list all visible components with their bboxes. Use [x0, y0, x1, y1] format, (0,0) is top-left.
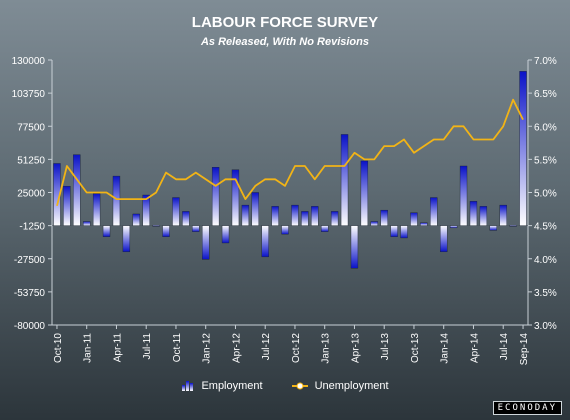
employment-bar [499, 204, 507, 226]
y-left-tick-label: 103750 [12, 89, 46, 100]
y-right-tick-label: 7.0% [534, 56, 557, 67]
employment-bar [410, 212, 418, 226]
y-left-tick-label: -27500 [14, 255, 46, 266]
x-tick-label: Apr-11 [112, 333, 123, 363]
employment-bar [509, 225, 517, 227]
y-left-tick-label: 130000 [12, 56, 46, 67]
employment-bar [261, 225, 269, 258]
employment-bar [440, 225, 448, 253]
x-tick-label: Oct-10 [53, 333, 64, 363]
employment-bar [152, 225, 160, 227]
employment-bar [211, 167, 220, 226]
employment-bar [182, 211, 190, 226]
employment-bar [83, 221, 91, 226]
x-tick-label: Apr-12 [231, 333, 242, 363]
x-tick-label: Oct-13 [410, 333, 421, 363]
employment-bar [241, 204, 250, 226]
employment-bar [380, 209, 388, 226]
employment-bar [202, 225, 210, 260]
x-tick-label: Oct-12 [291, 333, 302, 363]
employment-bar [311, 206, 319, 226]
employment-bar [420, 222, 428, 226]
employment-bar [63, 185, 71, 226]
legend-item-unemployment[interactable]: Unemployment [291, 380, 389, 392]
x-tick-label: Jan-13 [321, 333, 332, 364]
y-right-tick-label: 6.0% [534, 122, 557, 133]
employment-bar [162, 225, 170, 237]
employment-bar [360, 160, 369, 226]
x-tick-label: Apr-13 [350, 333, 361, 363]
unemployment-swatch-icon [291, 382, 308, 390]
employment-bar [489, 225, 497, 231]
x-tick-label: Jul-12 [261, 333, 272, 361]
employment-bar [132, 213, 140, 226]
x-tick-label: Apr-14 [469, 333, 480, 363]
y-right-tick-label: 5.5% [534, 155, 557, 166]
employment-bar [142, 194, 150, 226]
chart-title: LABOUR FORCE SURVEY [191, 14, 379, 31]
unemployment-line [56, 98, 524, 207]
employment-bar [301, 211, 309, 226]
y-right-tick-label: 4.0% [534, 255, 557, 266]
employment-bar [102, 225, 111, 237]
y-left-tick-label: -1250 [19, 222, 45, 233]
employment-bar [400, 225, 408, 239]
employment-bar [321, 225, 329, 232]
y-left-tick-label: 25000 [17, 189, 45, 200]
employment-bar [449, 225, 458, 229]
employment-bar [350, 225, 359, 269]
x-tick-label: Jul-13 [380, 333, 391, 361]
y-left-tick-label: 77500 [17, 122, 45, 133]
employment-bar [469, 201, 478, 226]
employment-bar [330, 211, 339, 226]
x-tick-label: Jul-11 [142, 333, 153, 360]
brand-badge: ECONODAY [492, 401, 562, 415]
x-tick-label: Jul-14 [499, 333, 510, 361]
x-tick-label: Jan-12 [202, 333, 213, 364]
y-right-tick-label: 5.0% [534, 189, 557, 200]
employment-bar [390, 225, 398, 237]
y-left-tick-label: -80000 [14, 321, 46, 332]
employment-bar [519, 71, 527, 226]
x-tick-label: Oct-11 [172, 333, 183, 363]
employment-bar [340, 134, 349, 226]
employment-bar [479, 206, 488, 226]
employment-bar [459, 165, 468, 226]
legend-item-employment[interactable]: Employment [181, 380, 263, 392]
employment-bar [122, 225, 131, 253]
employment-bar [271, 206, 279, 226]
employment-bar [221, 225, 230, 244]
y-right-tick-label: 4.5% [534, 222, 557, 233]
x-tick-label: Jan-14 [440, 333, 451, 364]
employment-bar [291, 204, 299, 226]
y-left-tick-label: -53750 [14, 288, 46, 299]
legend-label-employment: Employment [201, 380, 263, 392]
employment-bar [172, 197, 180, 226]
employment-bar [73, 154, 81, 226]
y-right-tick-label: 3.0% [534, 321, 557, 332]
x-tick-label: Sep-14 [519, 333, 530, 366]
employment-bar [370, 221, 378, 226]
employment-bar [430, 197, 438, 226]
employment-bar [231, 169, 240, 226]
employment-bar [281, 225, 289, 235]
employment-bar [192, 225, 200, 232]
employment-bar [112, 175, 121, 226]
employment-bar [92, 193, 101, 226]
x-tick-label: Jan-11 [83, 333, 94, 363]
y-right-tick-label: 3.5% [534, 288, 557, 299]
y-right-tick-label: 6.5% [534, 89, 557, 100]
y-left-tick-label: 51250 [17, 155, 45, 166]
legend: Employment Unemployment [0, 380, 570, 392]
employment-bar [251, 192, 259, 226]
legend-label-unemployment: Unemployment [314, 380, 389, 392]
chart-subtitle: As Released, With No Revisions [200, 36, 369, 48]
employment-swatch-icon [182, 381, 194, 391]
